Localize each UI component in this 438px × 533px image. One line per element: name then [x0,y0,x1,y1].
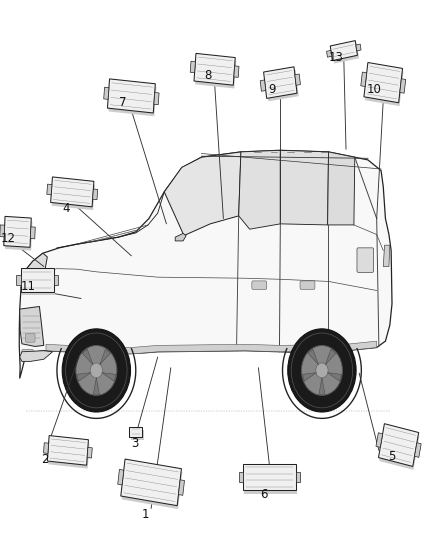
Circle shape [62,329,131,412]
FancyBboxPatch shape [129,427,142,437]
Polygon shape [20,351,53,361]
FancyBboxPatch shape [300,281,315,289]
Polygon shape [46,341,377,354]
Text: 4: 4 [63,203,71,215]
Text: 5: 5 [389,450,396,463]
FancyBboxPatch shape [21,268,53,292]
Polygon shape [102,373,116,381]
FancyBboxPatch shape [0,225,5,237]
Text: 8: 8 [205,69,212,82]
FancyBboxPatch shape [154,93,159,104]
FancyBboxPatch shape [51,177,94,207]
FancyBboxPatch shape [22,271,55,295]
FancyBboxPatch shape [43,443,49,454]
FancyBboxPatch shape [378,424,419,466]
FancyBboxPatch shape [234,66,239,77]
FancyBboxPatch shape [194,53,235,85]
FancyBboxPatch shape [330,41,357,61]
Polygon shape [280,150,328,225]
FancyBboxPatch shape [295,74,300,85]
Polygon shape [82,349,93,365]
Polygon shape [19,150,392,378]
FancyBboxPatch shape [243,464,296,490]
FancyBboxPatch shape [47,435,88,465]
Circle shape [316,363,328,378]
Circle shape [90,363,102,378]
FancyBboxPatch shape [52,180,95,210]
FancyBboxPatch shape [118,470,124,485]
Circle shape [76,345,117,395]
Circle shape [301,345,343,395]
Text: 3: 3 [131,437,138,450]
FancyBboxPatch shape [244,467,297,494]
FancyBboxPatch shape [260,80,266,91]
Polygon shape [20,306,44,346]
FancyBboxPatch shape [400,79,406,93]
Polygon shape [325,349,336,365]
FancyBboxPatch shape [296,472,300,482]
Polygon shape [328,152,355,225]
FancyBboxPatch shape [364,62,403,103]
Polygon shape [93,377,99,394]
FancyBboxPatch shape [361,72,367,86]
FancyBboxPatch shape [87,447,92,458]
FancyBboxPatch shape [365,66,403,106]
Text: 7: 7 [119,96,127,109]
FancyBboxPatch shape [25,334,35,342]
FancyBboxPatch shape [414,443,421,457]
Polygon shape [21,253,47,292]
FancyBboxPatch shape [356,44,361,51]
FancyBboxPatch shape [195,56,237,88]
FancyBboxPatch shape [264,67,297,99]
FancyBboxPatch shape [49,439,89,469]
Polygon shape [302,373,316,381]
FancyBboxPatch shape [53,275,58,285]
FancyBboxPatch shape [121,459,181,506]
Polygon shape [383,245,390,266]
FancyBboxPatch shape [239,472,243,482]
FancyBboxPatch shape [17,275,21,285]
Circle shape [288,329,356,412]
FancyBboxPatch shape [4,216,31,247]
FancyBboxPatch shape [104,87,109,99]
Polygon shape [77,373,91,381]
FancyBboxPatch shape [109,82,156,116]
Polygon shape [164,152,241,236]
FancyBboxPatch shape [376,433,383,447]
FancyBboxPatch shape [178,480,184,495]
Text: 13: 13 [329,51,344,64]
Text: 2: 2 [41,454,49,466]
Polygon shape [328,373,342,381]
FancyBboxPatch shape [190,61,195,72]
FancyBboxPatch shape [265,70,299,101]
Polygon shape [308,349,318,365]
FancyBboxPatch shape [357,248,374,272]
FancyBboxPatch shape [332,44,359,63]
FancyBboxPatch shape [107,79,155,113]
Text: 9: 9 [268,83,276,96]
Polygon shape [100,349,110,365]
Polygon shape [239,150,280,229]
FancyBboxPatch shape [327,51,332,57]
FancyBboxPatch shape [131,430,144,440]
Text: 12: 12 [0,232,15,245]
FancyBboxPatch shape [22,350,33,358]
Text: 11: 11 [21,280,36,293]
FancyBboxPatch shape [92,189,98,200]
Polygon shape [175,233,186,241]
FancyBboxPatch shape [30,227,35,239]
FancyBboxPatch shape [47,184,52,195]
Polygon shape [319,377,325,394]
Text: 1: 1 [142,508,150,521]
FancyBboxPatch shape [122,463,182,509]
FancyBboxPatch shape [252,281,267,289]
FancyBboxPatch shape [5,220,32,251]
Text: 6: 6 [260,488,268,501]
Text: 10: 10 [367,83,382,95]
FancyBboxPatch shape [379,427,420,470]
